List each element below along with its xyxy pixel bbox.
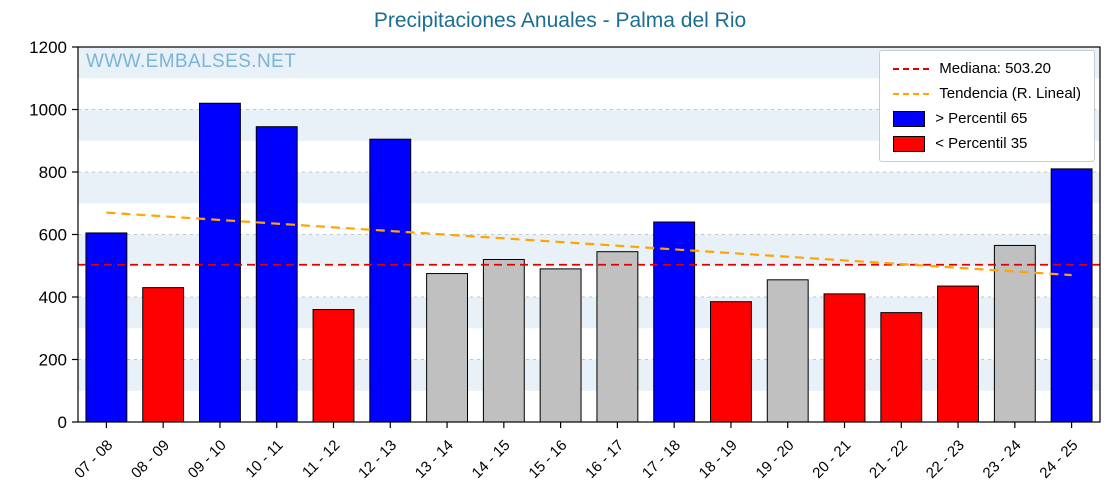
x-tick-label: 22 - 23 [923,437,968,482]
background-stripe [78,390,1100,422]
legend-item-p35: < Percentil 35 [893,135,1081,152]
bar-17 [1050,168,1093,423]
legend-label-p65: > Percentil 65 [935,110,1028,127]
x-tick-label: 21 - 22 [866,437,911,482]
bar-12 [766,279,809,423]
x-tick-label: 19 - 20 [753,437,798,482]
bar-15 [937,285,979,423]
legend-item-trend: Tendencia (R. Lineal) [893,85,1081,102]
background-stripe [78,359,1100,391]
x-tick-label: 09 - 10 [185,437,230,482]
bar-4 [312,309,355,423]
x-tick-label: 18 - 19 [696,437,741,482]
x-tick-label: 12 - 13 [355,437,400,482]
bar-14 [880,312,923,423]
background-stripe [78,172,1100,204]
bar-6 [426,273,468,423]
bar-7 [482,259,525,423]
background-stripe [78,328,1100,360]
y-tick-label: 200 [39,351,67,370]
bar-3 [255,126,298,423]
median-line-sample [893,67,930,70]
trend-line-sample [893,92,930,95]
y-tick-label: 1200 [29,38,67,57]
y-tick-label: 600 [39,226,67,245]
bar-9 [596,251,639,423]
background-stripe [78,297,1100,329]
x-tick-label: 17 - 18 [639,437,684,482]
bar-8 [539,268,582,423]
background-stripe [78,265,1100,297]
x-tick-label: 20 - 21 [809,437,854,482]
x-tick-label: 08 - 09 [128,437,173,482]
x-tick-label: 13 - 14 [412,437,457,482]
y-tick-label: 800 [39,163,67,182]
bar-10 [653,221,696,423]
bar-13 [823,293,866,423]
legend: Mediana: 503.20 Tendencia (R. Lineal) > … [879,50,1095,162]
bar-2 [199,102,241,423]
p35-patch-sample [893,135,926,152]
bar-11 [710,301,752,423]
bar-0 [85,232,128,423]
x-tick-label: 14 - 15 [469,437,514,482]
legend-item-p65: > Percentil 65 [893,110,1081,127]
x-tick-label: 11 - 12 [299,437,343,481]
x-tick-label: 23 - 24 [980,437,1025,482]
x-tick-label: 07 - 08 [71,437,116,482]
watermark: WWW.EMBALSES.NET [86,51,297,72]
bar-5 [369,138,412,423]
x-tick-label: 16 - 17 [582,437,627,482]
background-stripe [78,203,1100,235]
legend-item-median: Mediana: 503.20 [893,60,1081,77]
bar-16 [993,244,1036,423]
p65-patch-sample [893,110,926,127]
x-tick-label: 24 - 25 [1036,437,1081,482]
bar-1 [142,287,185,423]
legend-label-median: Mediana: 503.20 [939,60,1052,77]
y-tick-label: 1000 [29,101,67,120]
legend-label-trend: Tendencia (R. Lineal) [939,85,1081,102]
page-title: Precipitaciones Anuales - Palma del Rio [373,9,747,32]
y-tick-label: 0 [58,413,67,432]
x-tick-label: 10 - 11 [242,437,286,481]
trend-line [106,211,1072,277]
x-tick-label: 15 - 16 [525,437,570,482]
y-tick-label: 400 [39,288,67,307]
background-stripe [78,234,1100,266]
legend-label-p35: < Percentil 35 [935,135,1028,152]
